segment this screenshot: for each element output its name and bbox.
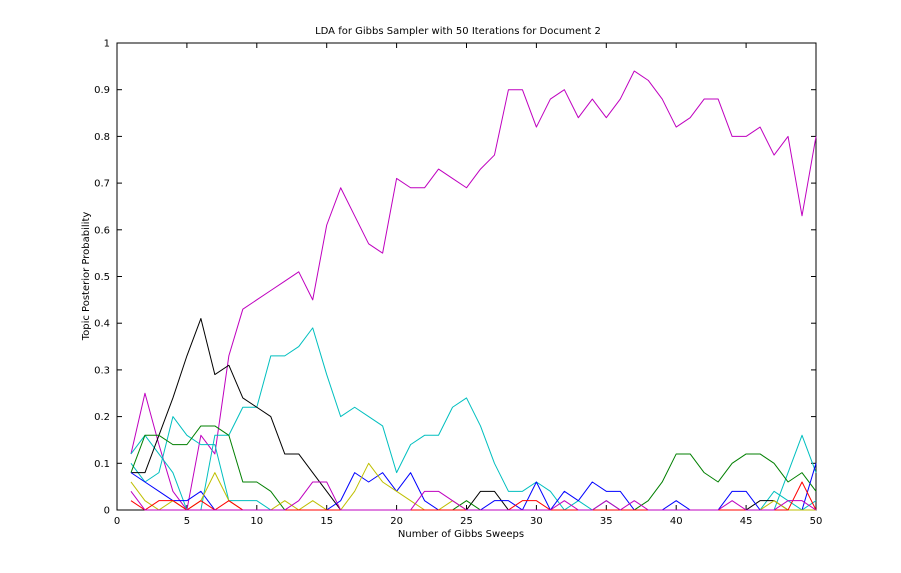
x-tick-label: 40 (670, 516, 683, 527)
series-line-9 (130, 481, 817, 511)
x-axis-label: Number of Gibbs Sweeps (398, 529, 524, 540)
x-tick-label: 10 (250, 516, 263, 527)
x-tick-label: 0 (114, 516, 120, 527)
x-tick-label: 20 (390, 516, 403, 527)
y-tick-label: 0.3 (94, 365, 110, 376)
x-tick-label: 45 (740, 516, 753, 527)
y-tick-label: 0.2 (94, 412, 110, 423)
y-tick-label: 0.6 (94, 225, 110, 236)
y-tick-label: 0 (104, 506, 110, 517)
series-group (130, 70, 817, 511)
x-tick-label: 5 (184, 516, 190, 527)
y-tick-label: 0.4 (94, 319, 110, 330)
chart-title: LDA for Gibbs Sampler with 50 Iterations… (315, 26, 601, 37)
x-axis-ticks: 0 5 10 15 20 25 30 35 40 45 50 (114, 43, 823, 527)
y-tick-label: 0.8 (94, 132, 110, 143)
x-tick-label: 15 (320, 516, 333, 527)
series-line-1 (130, 70, 817, 511)
x-tick-label: 30 (530, 516, 543, 527)
y-tick-label: 1 (104, 39, 110, 50)
y-tick-label: 0.5 (94, 272, 110, 283)
y-axis-ticks: 0 0.1 0.2 0.3 0.4 0.5 0.6 0.7 0.8 0.9 1 (94, 39, 816, 517)
plot-area (116, 42, 817, 511)
x-tick-label: 35 (600, 516, 613, 527)
y-axis-label: Topic Posterior Probability (81, 212, 92, 342)
y-tick-label: 0.9 (94, 85, 110, 96)
y-tick-label: 0.7 (94, 179, 110, 190)
series-line-5 (130, 425, 817, 511)
x-tick-label: 50 (810, 516, 823, 527)
y-tick-label: 0.1 (94, 459, 110, 470)
x-tick-label: 25 (460, 516, 473, 527)
